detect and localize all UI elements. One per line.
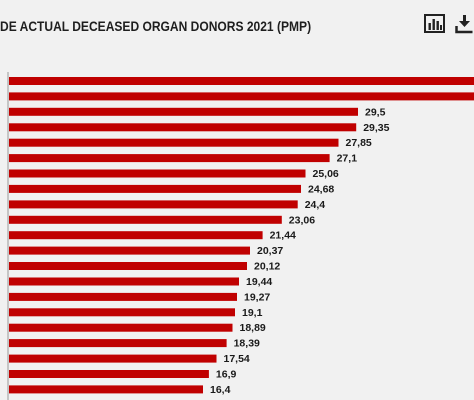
- bar-value-label-9: 24,4: [305, 199, 326, 211]
- bar-9[interactable]: [9, 200, 298, 209]
- bar-value-label-5: 27,85: [346, 137, 372, 149]
- bar-8[interactable]: [9, 184, 301, 193]
- bar-value-label-3: 29,5: [365, 106, 386, 118]
- bar-21[interactable]: [9, 385, 203, 394]
- bar-5[interactable]: [9, 138, 339, 147]
- bar-12[interactable]: [9, 246, 250, 255]
- bar-value-label-19: 17,54: [224, 353, 250, 365]
- bar-18[interactable]: [9, 339, 227, 348]
- bar-17[interactable]: [9, 323, 233, 332]
- bar-10[interactable]: [9, 215, 282, 224]
- bar-value-label-8: 24,68: [308, 183, 334, 195]
- bar-14[interactable]: [9, 277, 239, 286]
- bar-value-label-4: 29,35: [363, 122, 389, 134]
- bar-1[interactable]: [9, 77, 474, 85]
- bar-value-label-17: 18,89: [240, 322, 266, 334]
- bar-11[interactable]: [9, 231, 263, 240]
- bar-value-label-7: 25,06: [313, 168, 339, 180]
- bar-value-label-13: 20,12: [254, 261, 280, 273]
- bar-value-label-18: 18,39: [234, 338, 260, 350]
- bar-2[interactable]: [9, 92, 474, 101]
- bar-value-label-14: 19,44: [246, 276, 272, 288]
- bar-value-label-6: 27,1: [337, 153, 358, 165]
- chart-title: DE ACTUAL DECEASED ORGAN DONORS 2021 (PM…: [0, 18, 312, 34]
- bar-value-label-11: 21,44: [270, 230, 296, 242]
- bar-4[interactable]: [9, 123, 357, 132]
- bar-value-label-16: 19,1: [242, 307, 263, 319]
- bar-value-label-10: 23,06: [289, 214, 315, 226]
- bar-value-label-12: 20,37: [257, 245, 283, 257]
- bar-19[interactable]: [9, 354, 217, 363]
- bar-value-label-15: 19,27: [244, 291, 270, 303]
- download-icon[interactable]: [455, 14, 474, 39]
- bar-16[interactable]: [9, 308, 235, 317]
- bar-chart-icon[interactable]: [424, 14, 446, 39]
- bar-value-label-21: 16,4: [210, 384, 231, 396]
- bar-20[interactable]: [9, 370, 209, 378]
- bar-13[interactable]: [9, 262, 247, 270]
- bar-value-label-20: 16,9: [216, 369, 237, 381]
- bar-3[interactable]: [9, 107, 358, 116]
- bar-6[interactable]: [9, 154, 330, 163]
- bar-7[interactable]: [9, 169, 306, 178]
- bar-15[interactable]: [9, 292, 237, 301]
